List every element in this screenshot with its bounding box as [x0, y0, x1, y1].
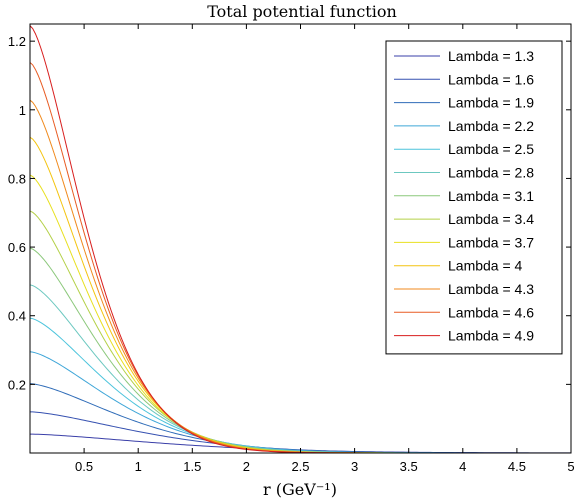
x-tick-label: 3.5	[400, 459, 418, 474]
y-tick-label: 0.8	[8, 171, 26, 186]
legend-label: Lambda = 4.6	[448, 304, 534, 320]
legend-box	[385, 40, 563, 355]
x-tick-label: 2	[243, 459, 250, 474]
x-axis-label: r (GeV⁻¹)	[263, 480, 337, 499]
legend-label: Lambda = 2.2	[448, 118, 534, 134]
x-tick-label: 4.5	[508, 459, 526, 474]
chart-title: Total potential function	[207, 2, 397, 21]
legend-label: Lambda = 3.1	[448, 188, 534, 204]
x-tick-label: 0.5	[75, 459, 93, 474]
legend-label: Lambda = 2.8	[448, 165, 534, 181]
legend-label: Lambda = 1.6	[448, 71, 534, 87]
x-tick-label: 3	[351, 459, 358, 474]
legend-label: Lambda = 3.4	[448, 211, 534, 227]
legend-label: Lambda = 1.9	[448, 95, 534, 111]
y-tick-label: 0.2	[8, 377, 26, 392]
legend-label: Lambda = 4.9	[448, 328, 534, 344]
x-tick-label: 5	[567, 459, 574, 474]
legend-label: Lambda = 3.7	[448, 234, 534, 250]
x-tick-label: 1.5	[183, 459, 201, 474]
y-tick-label: 1.2	[8, 34, 26, 49]
y-axis-ticks: 0.2 0.4 0.6 0.8 1 1.2	[8, 34, 571, 392]
legend-label: Lambda = 2.5	[448, 141, 534, 157]
y-tick-label: 1	[19, 103, 26, 118]
legend-label: Lambda = 1.3	[448, 48, 534, 64]
series-line-3	[29, 383, 571, 454]
y-tick-label: 0.4	[8, 309, 26, 324]
x-tick-label: 4	[459, 459, 466, 474]
series-line-2	[29, 411, 571, 454]
x-tick-label: 2.5	[291, 459, 309, 474]
legend: Lambda = 1.3 Lambda = 1.6 Lambda = 1.9 Lamb…	[385, 40, 563, 355]
series-line-4	[29, 351, 571, 454]
y-tick-label: 0.6	[8, 240, 26, 255]
x-tick-label: 1	[135, 459, 142, 474]
legend-label: Lambda = 4	[448, 258, 523, 274]
legend-label: Lambda = 4.3	[448, 281, 534, 297]
axes-frame	[29, 23, 572, 454]
x-axis-ticks: 0.5 1 1.5 2 2.5 3 3.5 4 4.5 5	[75, 24, 575, 474]
